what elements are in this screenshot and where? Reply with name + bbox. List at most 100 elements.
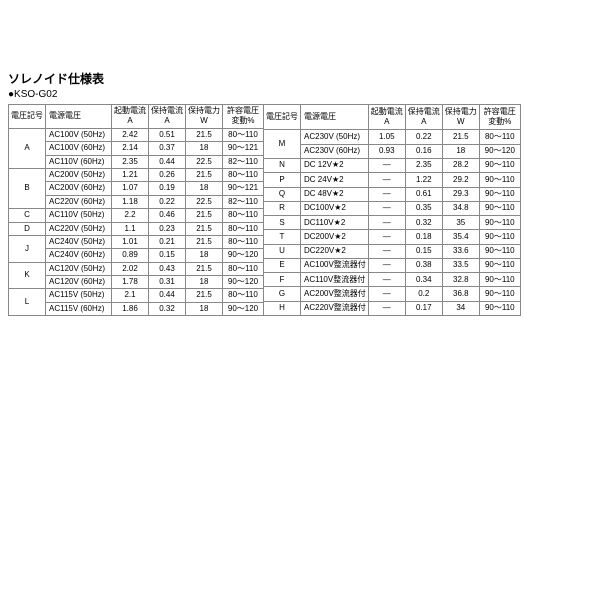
table-cell: 32.8 [442,273,479,287]
table-cell: 82～110 [223,155,264,168]
table-row: HAC220V整流器付—0.173490～110 [264,301,521,315]
table-cell: — [368,258,405,272]
table-cell: 18 [186,276,223,289]
table-row: JAC240V (50Hz)1.010.2121.580～110 [9,235,264,248]
table-cell: 2.42 [112,128,149,141]
table-row: AC220V (60Hz)1.180.2222.582～110 [9,195,264,208]
voltage-code: Q [264,187,301,201]
table-cell: 0.37 [149,142,186,155]
voltage-code: N [264,158,301,172]
table-row: AC115V (60Hz)1.860.321890～120 [9,302,264,315]
table-cell: 1.21 [112,168,149,181]
table-row: QDC 48V★2—0.6129.390～110 [264,187,521,201]
table-row: NDC 12V★2—2.3528.290～110 [264,158,521,172]
voltage-code: P [264,173,301,187]
voltage-code: K [9,262,46,289]
table-cell: 90～120 [223,302,264,315]
voltage-code: R [264,201,301,215]
table-row: AC240V (60Hz)0.890.151890～120 [9,249,264,262]
table-cell: AC115V (60Hz) [46,302,112,315]
voltage-code: L [9,289,46,316]
table-cell: 0.31 [149,276,186,289]
table-cell: 90～120 [223,249,264,262]
table-cell: AC100V (60Hz) [46,142,112,155]
table-cell: 34.8 [442,201,479,215]
col-header: 保持電流A [149,105,186,129]
table-cell: DC100V★2 [301,201,369,215]
table-cell: 0.44 [149,289,186,302]
voltage-code: C [9,209,46,222]
voltage-code: U [264,244,301,258]
table-row: SDC110V★2—0.323590～110 [264,216,521,230]
col-header: 電圧記号 [9,105,46,129]
table-cell: 21.5 [186,289,223,302]
table-row: EAC100V整流器付—0.3833.590～110 [264,258,521,272]
spec-table-right: 電圧記号電源電圧起動電流A保持電流A保持電力W許容電圧変動%MAC230V (5… [263,104,521,316]
table-cell: 18 [186,142,223,155]
table-row: RDC100V★2—0.3534.890～110 [264,201,521,215]
table-cell: 29.3 [442,187,479,201]
table-cell: 22.5 [186,155,223,168]
table-cell: 2.14 [112,142,149,155]
table-cell: AC110V整流器付 [301,273,369,287]
table-cell: 0.43 [149,262,186,275]
col-header: 許容電圧変動% [479,105,520,130]
table-row: KAC120V (50Hz)2.020.4321.580～110 [9,262,264,275]
table-row: AAC100V (50Hz)2.420.5121.580～110 [9,128,264,141]
table-cell: AC200V (60Hz) [46,182,112,195]
table-cell: — [368,216,405,230]
table-cell: AC120V (60Hz) [46,276,112,289]
voltage-code: T [264,230,301,244]
table-cell: 0.22 [149,195,186,208]
table-cell: 0.46 [149,209,186,222]
table-cell: 21.5 [186,262,223,275]
table-cell: 1.07 [112,182,149,195]
table-cell: 80～110 [223,209,264,222]
table-cell: AC220V (50Hz) [46,222,112,235]
table-row: DAC220V (50Hz)1.10.2321.580～110 [9,222,264,235]
col-header: 電圧記号 [264,105,301,130]
col-header: 電源電圧 [46,105,112,129]
table-cell: 1.18 [112,195,149,208]
table-cell: 90～110 [479,201,520,215]
table-cell: 0.35 [405,201,442,215]
table-cell: 18 [186,302,223,315]
table-row: AC100V (60Hz)2.140.371890～121 [9,142,264,155]
table-cell: 80～110 [223,235,264,248]
table-cell: — [368,187,405,201]
table-cell: 21.5 [442,130,479,144]
table-cell: 90～110 [479,173,520,187]
table-cell: 2.35 [112,155,149,168]
table-cell: 90～110 [479,216,520,230]
col-header: 起動電流A [368,105,405,130]
table-row: MAC230V (50Hz)1.050.2221.580～110 [264,130,521,144]
voltage-code: H [264,301,301,315]
table-cell: 18 [186,249,223,262]
table-row: BAC200V (50Hz)1.210.2621.580～110 [9,168,264,181]
table-cell: AC240V (60Hz) [46,249,112,262]
table-cell: AC220V (60Hz) [46,195,112,208]
table-cell: 80～110 [223,222,264,235]
table-cell: 80～110 [223,289,264,302]
col-header: 保持電流A [405,105,442,130]
table-cell: AC220V整流器付 [301,301,369,315]
table-cell: 80～110 [223,262,264,275]
col-header: 保持電力W [186,105,223,129]
voltage-code: M [264,130,301,159]
table-cell: 36.8 [442,287,479,301]
table-cell: DC 48V★2 [301,187,369,201]
table-cell: DC200V★2 [301,230,369,244]
table-cell: 90～120 [223,276,264,289]
table-row: GAC200V整流器付—0.236.890～110 [264,287,521,301]
voltage-code: B [9,168,46,208]
table-cell: 2.35 [405,158,442,172]
col-header: 起動電流A [112,105,149,129]
table-row: UDC220V★2—0.1533.690～110 [264,244,521,258]
table-cell: 35 [442,216,479,230]
table-cell: 22.5 [186,195,223,208]
table-cell: 0.16 [405,144,442,158]
table-cell: 0.26 [149,168,186,181]
table-cell: 1.86 [112,302,149,315]
table-cell: AC110V (50Hz) [46,209,112,222]
table-cell: 90～110 [479,258,520,272]
